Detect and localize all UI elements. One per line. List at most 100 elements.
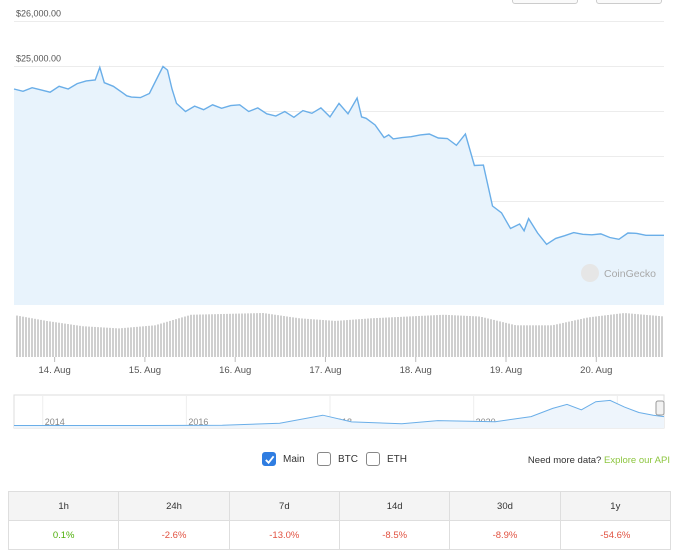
volume-bar — [523, 325, 525, 357]
volume-bar — [340, 320, 342, 357]
volume-bar — [64, 323, 66, 357]
change-value: -2.6% — [118, 520, 230, 550]
volume-bar — [316, 319, 318, 357]
volume-bar — [106, 327, 108, 357]
volume-bar — [193, 314, 195, 357]
volume-bar — [574, 320, 576, 357]
volume-bar — [280, 315, 282, 357]
volume-bar — [61, 323, 63, 357]
volume-bar — [499, 321, 501, 357]
y-tick-label: $26,000.00 — [16, 9, 61, 19]
volume-bar — [346, 320, 348, 357]
volume-bar — [553, 324, 555, 357]
volume-bar — [562, 322, 564, 357]
volume-bar — [211, 314, 213, 357]
volume-bar — [652, 315, 654, 357]
x-tick-label: 19. Aug — [490, 365, 522, 376]
main-checkbox[interactable]: Main — [262, 452, 305, 466]
volume-bar — [415, 316, 417, 357]
main-label: Main — [283, 453, 305, 465]
volume-bar — [205, 314, 207, 357]
volume-bar — [373, 318, 375, 357]
volume-bar — [616, 313, 618, 357]
watermark: CoinGecko — [604, 268, 656, 280]
x-tick-label: 18. Aug — [400, 365, 432, 376]
volume-bar — [319, 319, 321, 357]
volume-bar — [52, 321, 54, 357]
volume-bar — [484, 317, 486, 357]
volume-bar — [46, 320, 48, 357]
change-value: -54.6% — [559, 520, 672, 550]
volume-bar — [604, 315, 606, 357]
volume-bar — [406, 316, 408, 357]
volume-bar — [202, 314, 204, 357]
volume-bar — [358, 319, 360, 357]
volume-bar — [517, 325, 519, 357]
volume-bar — [124, 327, 126, 357]
volume-bar — [568, 321, 570, 357]
volume-bar — [622, 313, 624, 357]
volume-bar — [583, 318, 585, 357]
volume-bar — [130, 327, 132, 357]
volume-bar — [325, 320, 327, 357]
range-button-left[interactable] — [512, 0, 578, 4]
volume-bar — [613, 314, 615, 357]
volume-bar — [67, 324, 69, 357]
volume-bar — [154, 325, 156, 357]
period-header: 30d — [449, 491, 561, 521]
volume-bar — [352, 319, 354, 357]
volume-bar — [505, 322, 507, 357]
change-value: -8.5% — [338, 520, 451, 550]
volume-bar — [19, 316, 21, 357]
change-value: -8.9% — [449, 520, 561, 550]
volume-bar — [595, 316, 597, 357]
volume-bar — [85, 326, 87, 357]
volume-bar — [610, 314, 612, 357]
price-chart: $26,000.00$25,000.00$24,000.00$23,000.00… — [13, 9, 665, 429]
volume-bar — [391, 317, 393, 357]
volume-bar — [262, 313, 264, 357]
volume-bar — [172, 320, 174, 357]
navigator-handle — [655, 400, 665, 416]
volume-bar — [493, 319, 495, 357]
volume-bar — [388, 317, 390, 357]
volume-bar — [88, 326, 90, 357]
volume-bar — [433, 315, 435, 357]
volume-bar — [535, 325, 537, 357]
volume-bar — [118, 328, 120, 357]
volume-bar — [514, 325, 516, 357]
volume-bar — [49, 321, 51, 357]
volume-bar — [607, 314, 609, 357]
volume-bar — [577, 319, 579, 357]
volume-bar — [190, 314, 192, 357]
volume-bar — [550, 325, 552, 357]
volume-bar — [256, 313, 258, 357]
volume-bar — [259, 313, 261, 357]
volume-bar — [361, 318, 363, 357]
volume-bar — [43, 320, 45, 357]
volume-bar — [187, 315, 189, 357]
volume-bar — [463, 315, 465, 357]
volume-bar — [367, 318, 369, 357]
eth-checkbox[interactable]: ETH — [366, 452, 407, 466]
volume-bar — [265, 313, 267, 357]
volume-bar — [70, 324, 72, 357]
volume-bar — [625, 313, 627, 357]
volume-bar — [136, 326, 138, 357]
btc-checkbox[interactable]: BTC — [317, 452, 358, 466]
range-button-right[interactable] — [596, 0, 662, 4]
volume-bar — [121, 328, 123, 357]
volume-bar — [385, 317, 387, 357]
volume-bar — [109, 327, 111, 357]
volume-bar — [28, 317, 30, 357]
volume-bar — [82, 326, 84, 357]
volume-bar — [370, 318, 372, 357]
navigator-line — [14, 399, 665, 426]
volume-bar — [532, 325, 534, 357]
volume-bar — [286, 316, 288, 357]
volume-bar — [181, 317, 183, 357]
volume-bar — [403, 316, 405, 357]
volume-bar — [586, 317, 588, 357]
volume-bar — [214, 314, 216, 357]
explore-api-link[interactable]: Explore our API — [603, 455, 670, 466]
